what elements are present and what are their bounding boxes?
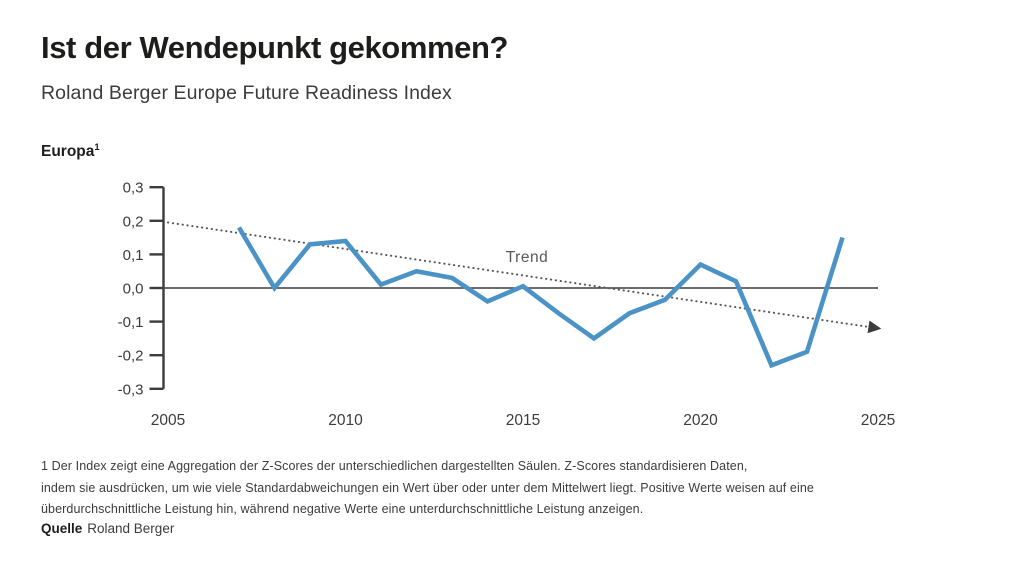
page-subtitle: Roland Berger Europe Future Readiness In… bbox=[41, 82, 452, 104]
x-tick-label: 2015 bbox=[506, 412, 540, 429]
x-tick-label: 2020 bbox=[683, 412, 718, 429]
y-tick-label: -0,1 bbox=[118, 314, 144, 331]
source-value: Roland Berger bbox=[87, 521, 175, 536]
source-label: Quelle bbox=[41, 521, 83, 536]
y-tick-label: 0,0 bbox=[123, 281, 144, 298]
trend-label: Trend bbox=[506, 249, 548, 266]
line-chart: 0,3 0,2 0,1 0,0 -0,1 -0,2 -0,3 2005 2010 2015 2020… bbox=[118, 180, 896, 429]
footnote: 1 Der Index zeigt eine Aggregation der Z… bbox=[41, 456, 814, 521]
chart-region-label: Europa1 bbox=[41, 142, 100, 161]
y-tick-label: -0,2 bbox=[118, 348, 144, 365]
y-tick-label: 0,2 bbox=[123, 213, 144, 230]
index-line bbox=[237, 226, 845, 369]
x-tick-label: 2010 bbox=[328, 412, 363, 429]
source-line: Quelle Roland Berger bbox=[41, 521, 174, 536]
x-tick-label: 2025 bbox=[861, 412, 895, 429]
page-title: Ist der Wendepunkt gekommen? bbox=[41, 30, 509, 65]
footnote-line: überdurchschnittliche Leistung hin, währ… bbox=[41, 502, 644, 516]
footnote-line: 1 Der Index zeigt eine Aggregation der Z… bbox=[41, 459, 748, 473]
trend-line bbox=[167, 221, 882, 334]
y-tick-label: 0,3 bbox=[123, 180, 144, 197]
region-label-text: Europa bbox=[41, 143, 95, 161]
chart-content: 0,3 0,2 0,1 0,0 -0,1 -0,2 -0,3 2005 2010 2015 2020… bbox=[118, 180, 896, 429]
footnote-line: indem sie ausdrücken, um wie viele Stand… bbox=[41, 480, 814, 495]
y-tick-label: 0,1 bbox=[123, 247, 144, 264]
x-tick-label: 2005 bbox=[151, 412, 185, 429]
footnote-marker: 1 bbox=[94, 142, 100, 153]
y-tick-label: -0,3 bbox=[118, 381, 144, 398]
